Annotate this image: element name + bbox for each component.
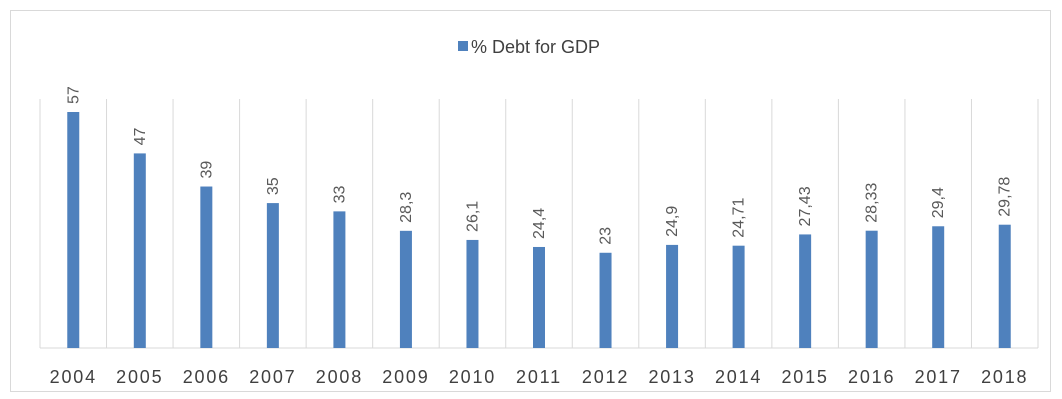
data-label-2012: 23 <box>598 227 615 245</box>
bar-2011 <box>533 246 545 348</box>
bar-2009 <box>399 230 412 348</box>
bar-2007 <box>266 203 279 348</box>
x-tick-2005: 2005 <box>116 367 163 387</box>
x-tick-2012: 2012 <box>582 367 629 387</box>
data-label-2013: 24,9 <box>664 206 681 237</box>
bar-2015 <box>799 234 812 348</box>
data-label-2006: 39 <box>198 161 215 179</box>
bar-2005 <box>133 153 146 348</box>
legend: % Debt for GDP <box>458 37 600 57</box>
x-tick-2018: 2018 <box>981 367 1028 387</box>
data-label-2016: 28,33 <box>864 183 881 223</box>
data-label-2011: 24,4 <box>531 208 548 239</box>
legend-label: % Debt for GDP <box>471 37 600 57</box>
bar-2012 <box>599 252 612 348</box>
bar-2008 <box>333 211 346 348</box>
data-label-2008: 33 <box>331 185 348 203</box>
x-tick-2007: 2007 <box>249 367 296 387</box>
x-tick-2006: 2006 <box>183 367 230 387</box>
grid-lines <box>39 99 1039 348</box>
legend-swatch <box>458 41 468 51</box>
bar-2004 <box>67 112 80 348</box>
data-label-2017: 29,4 <box>930 187 947 218</box>
data-label-2010: 26,1 <box>464 201 481 232</box>
bar-2016 <box>865 230 878 348</box>
bar-2017 <box>932 226 945 348</box>
bar-2006 <box>200 186 213 348</box>
bar-2014 <box>732 245 745 348</box>
x-tick-2008: 2008 <box>316 367 363 387</box>
data-label-2009: 28,3 <box>398 192 415 223</box>
bar-2010 <box>466 239 479 348</box>
x-tick-2010: 2010 <box>449 367 496 387</box>
x-tick-2009: 2009 <box>382 367 429 387</box>
x-tick-2015: 2015 <box>782 367 829 387</box>
data-label-2018: 29,78 <box>997 177 1014 217</box>
x-tick-labels: 2004 2005 2006 2007 2008 2009 2010 2011 2012 2013… <box>50 367 1028 387</box>
x-tick-2004: 2004 <box>50 367 97 387</box>
x-tick-2016: 2016 <box>848 367 895 387</box>
bar-2018 <box>998 224 1011 348</box>
data-label-2007: 35 <box>265 177 282 195</box>
data-labels: 57 47 39 35 33 28,3 26,1 24,4 23 24,9 24,71 27,43 28… <box>65 86 1013 245</box>
data-label-2014: 24,71 <box>731 198 748 238</box>
data-label-2015: 27,43 <box>797 186 814 226</box>
bars <box>67 112 1011 348</box>
x-tick-2017: 2017 <box>915 367 962 387</box>
x-tick-2014: 2014 <box>715 367 762 387</box>
x-tick-2011: 2011 <box>516 367 562 387</box>
data-label-2004: 57 <box>65 86 82 104</box>
bar-2013 <box>666 244 679 348</box>
x-tick-2013: 2013 <box>648 367 695 387</box>
data-label-2005: 47 <box>132 128 149 146</box>
